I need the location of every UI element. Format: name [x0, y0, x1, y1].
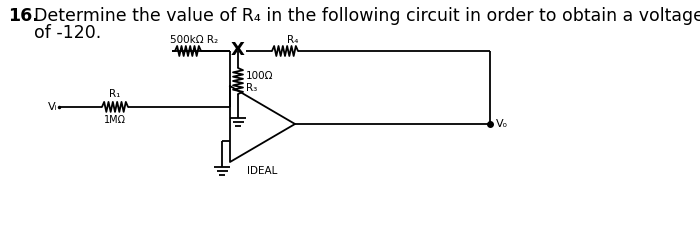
Text: Determine the value of R₄ in the following circuit in order to obtain a voltage : Determine the value of R₄ in the followi… — [34, 7, 700, 25]
Text: Vᵢ: Vᵢ — [48, 102, 58, 112]
Text: IDEAL: IDEAL — [247, 166, 278, 176]
Text: R₄: R₄ — [287, 35, 298, 45]
Text: Vₒ: Vₒ — [496, 119, 508, 129]
Text: 500kΩ R₂: 500kΩ R₂ — [170, 35, 218, 45]
Text: R₁: R₁ — [109, 89, 120, 99]
Text: 1MΩ: 1MΩ — [104, 115, 126, 125]
Text: R₃: R₃ — [246, 83, 258, 93]
Text: X: X — [231, 41, 245, 59]
Text: 100Ω: 100Ω — [246, 71, 274, 81]
Text: 16.: 16. — [8, 7, 38, 25]
Text: of -120.: of -120. — [34, 24, 102, 42]
